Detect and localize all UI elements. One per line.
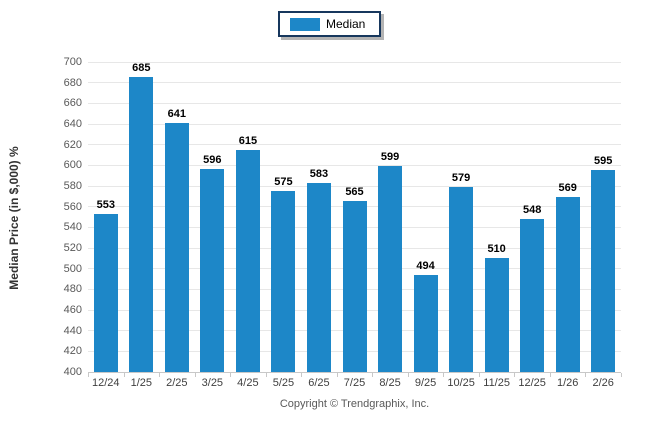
x-tick-label: 12/24: [92, 377, 120, 389]
x-tick-mark: [88, 373, 89, 377]
y-tick-label: 620: [63, 138, 82, 151]
plot-area: 553 685 641 596 615 575 583 565 599 494 579 510 548 5…: [88, 61, 622, 377]
x-tick-label: 12/25: [518, 377, 546, 389]
x-tick-label: 11/25: [483, 377, 510, 389]
bar-value-label: 579: [451, 172, 471, 184]
x-tick-label: 6/25: [308, 377, 330, 389]
y-tick-label: 660: [63, 97, 82, 110]
x-tick-label: 5/25: [272, 377, 295, 389]
x-tick-label: 4/25: [237, 377, 259, 389]
y-axis-title: Median Price (in $,000) %: [7, 146, 21, 290]
x-tick-mark: [514, 373, 516, 377]
bar-8/25: [378, 166, 403, 372]
y-tick-label: 480: [63, 283, 82, 296]
bar-value-label: 565: [345, 186, 364, 198]
bar-value-label: 553: [96, 199, 115, 211]
x-tick-mark: [123, 373, 125, 377]
legend-label-median: Median: [326, 17, 366, 31]
y-tick-label: 440: [63, 324, 82, 337]
gridline: [88, 82, 621, 84]
gridline: [88, 102, 621, 104]
chart-legend: Median: [278, 11, 382, 37]
x-tick-mark: [407, 373, 409, 377]
bar-value-label: 615: [238, 135, 258, 147]
y-tick-label: 600: [63, 159, 82, 172]
bar-2/25: [164, 123, 189, 372]
y-tick-label: 700: [63, 56, 82, 68]
x-tick-label: 1/26: [556, 377, 579, 389]
bar-1/25: [129, 77, 154, 372]
bar-value-label: 548: [522, 204, 542, 216]
bar-value-label: 494: [416, 260, 435, 272]
x-tick-mark: [301, 373, 303, 377]
x-tick-mark: [443, 373, 445, 377]
bar-value-label: 575: [274, 176, 293, 188]
bar-12/24: [93, 214, 118, 372]
y-tick-label: 580: [63, 180, 82, 192]
x-tick-mark: [585, 373, 587, 377]
bar-value-label: 583: [309, 168, 329, 180]
y-tick-label: 420: [63, 345, 82, 358]
bar-value-label: 595: [594, 155, 613, 167]
bar-value-label: 569: [558, 182, 577, 194]
bar-10/25: [449, 187, 474, 372]
x-tick-mark: [159, 373, 161, 377]
gridline: [88, 164, 621, 166]
bar-4/25: [235, 150, 260, 372]
x-tick-label: 7/25: [343, 377, 366, 389]
y-tick-label: 560: [63, 200, 82, 213]
x-tick-mark: [372, 373, 374, 377]
x-tick-label: 1/25: [130, 377, 152, 389]
x-tick-mark: [621, 373, 622, 377]
bar-7/25: [342, 201, 367, 372]
y-tick-label: 540: [63, 221, 82, 234]
bar-12/25: [520, 219, 545, 372]
bar-value-label: 599: [380, 151, 400, 163]
bar-value-label: 685: [132, 62, 151, 74]
x-tick-label: 8/25: [379, 377, 401, 389]
y-tick-label: 460: [63, 304, 82, 316]
gridline: [88, 61, 621, 63]
bar-value-label: 596: [203, 154, 222, 166]
x-tick-mark: [336, 373, 338, 377]
y-tick-label: 520: [63, 242, 82, 254]
x-tick-label: 9/25: [414, 377, 437, 389]
x-tick-label: 2/25: [166, 377, 188, 389]
bar-3/25: [200, 169, 225, 372]
x-tick-label: 10/25: [447, 377, 475, 389]
bar-11/25: [484, 258, 509, 372]
legend-swatch-median: [290, 17, 320, 31]
copyright-text: Copyright © Trendgraphix, Inc.: [279, 398, 430, 410]
x-tick-mark: [265, 373, 267, 377]
x-tick-mark: [230, 373, 232, 377]
bar-9/25: [413, 275, 438, 372]
bar-6/25: [306, 183, 331, 372]
bar-2/26: [591, 170, 616, 372]
x-tick-mark: [478, 373, 480, 377]
y-tick-label: 640: [63, 118, 82, 130]
gridline: [88, 144, 621, 146]
gridline: [88, 185, 621, 187]
x-tick-mark: [194, 373, 196, 377]
bar-5/25: [271, 191, 296, 372]
y-tick-label: 400: [63, 366, 82, 378]
x-tick-label: 3/25: [201, 377, 224, 389]
bar-1/26: [555, 197, 580, 372]
gridline: [88, 123, 621, 125]
y-tick-label: 680: [63, 76, 82, 89]
y-tick-label: 500: [63, 262, 82, 275]
x-axis-line: [88, 372, 621, 373]
x-tick-mark: [549, 373, 551, 377]
bar-value-label: 641: [167, 108, 186, 120]
bar-value-label: 510: [487, 243, 506, 255]
x-tick-label: 2/26: [592, 377, 614, 389]
